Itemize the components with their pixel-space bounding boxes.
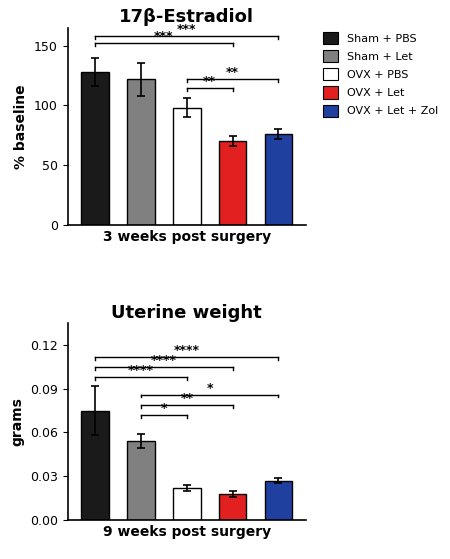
Text: ****: ****: [128, 364, 154, 377]
Bar: [219, 494, 247, 520]
Bar: [127, 441, 155, 520]
Bar: [219, 141, 247, 225]
Text: **: **: [226, 66, 239, 79]
X-axis label: 9 weeks post surgery: 9 weeks post surgery: [103, 525, 271, 539]
X-axis label: 3 weeks post surgery: 3 weeks post surgery: [103, 230, 271, 244]
Y-axis label: grams: grams: [10, 397, 24, 446]
Bar: [265, 134, 292, 225]
Text: ***: ***: [177, 23, 197, 36]
Bar: [81, 72, 109, 225]
Bar: [81, 410, 109, 520]
Bar: [265, 481, 292, 520]
Text: *: *: [161, 402, 167, 415]
Title: Uterine weight: Uterine weight: [112, 304, 262, 321]
Title: 17β-Estradiol: 17β-Estradiol: [119, 8, 254, 26]
Text: **: **: [203, 74, 216, 88]
Text: ****: ****: [174, 344, 200, 357]
Text: *: *: [207, 382, 213, 395]
Bar: [173, 108, 201, 225]
Bar: [127, 79, 155, 225]
Text: ****: ****: [151, 354, 177, 367]
Text: **: **: [180, 392, 193, 405]
Y-axis label: % baseline: % baseline: [14, 84, 28, 169]
Legend: Sham + PBS, Sham + Let, OVX + PBS, OVX + Let, OVX + Let + Zol: Sham + PBS, Sham + Let, OVX + PBS, OVX +…: [321, 30, 440, 119]
Text: ***: ***: [154, 30, 174, 44]
Bar: [173, 488, 201, 520]
